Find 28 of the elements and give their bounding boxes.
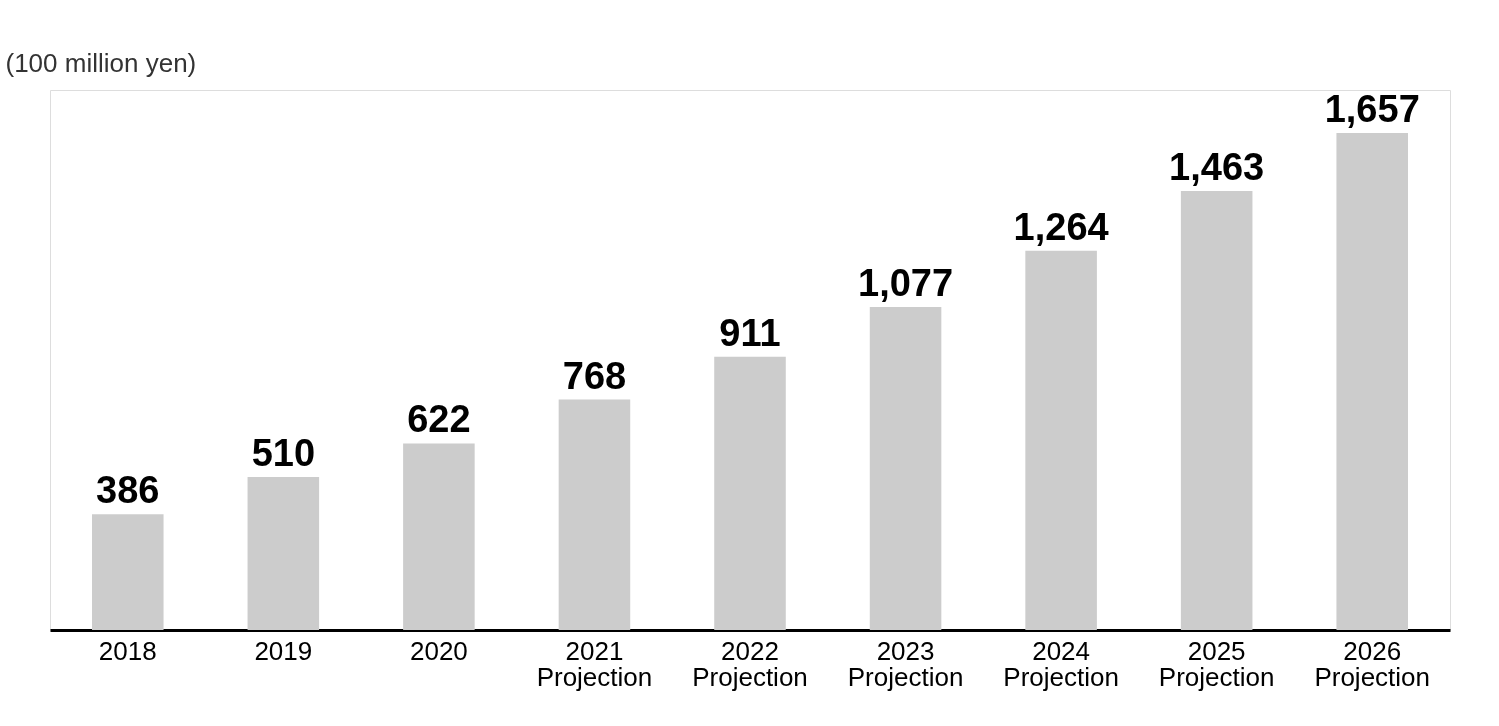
- x-tick-label: 2025 Projection: [1158, 635, 1275, 692]
- data-label: 911: [719, 311, 781, 354]
- bar: [1336, 132, 1408, 630]
- bar: [714, 356, 786, 630]
- x-tick-label: 2018: [98, 635, 157, 666]
- bar: [247, 477, 320, 630]
- x-tick-label: 2024 Projection: [1003, 635, 1119, 692]
- x-tick-label: 2023 Projection: [847, 635, 964, 692]
- bar: [92, 514, 164, 630]
- x-tick-label: 2021 Projection: [536, 635, 653, 692]
- data-label: 1,264: [1013, 205, 1109, 248]
- bar: [558, 399, 631, 630]
- bar: [1180, 191, 1253, 630]
- x-tick-label: 2020: [409, 635, 468, 666]
- data-label: 622: [407, 398, 471, 441]
- bar: [869, 306, 942, 630]
- data-label: 1,657: [1324, 87, 1420, 130]
- x-tick-label: 2022 Projection: [692, 635, 808, 692]
- data-label: 1,463: [1169, 146, 1265, 189]
- bar: [1025, 250, 1097, 630]
- data-label: 768: [562, 354, 627, 397]
- bar: [403, 443, 475, 630]
- x-tick-label: 2026 Projection: [1314, 635, 1431, 692]
- data-label: 1,077: [858, 261, 954, 304]
- x-tick-label: 2019: [254, 635, 313, 666]
- data-label: 510: [251, 432, 316, 474]
- data-label: 386: [96, 469, 160, 512]
- y-axis-title: (100 million yen): [5, 47, 197, 78]
